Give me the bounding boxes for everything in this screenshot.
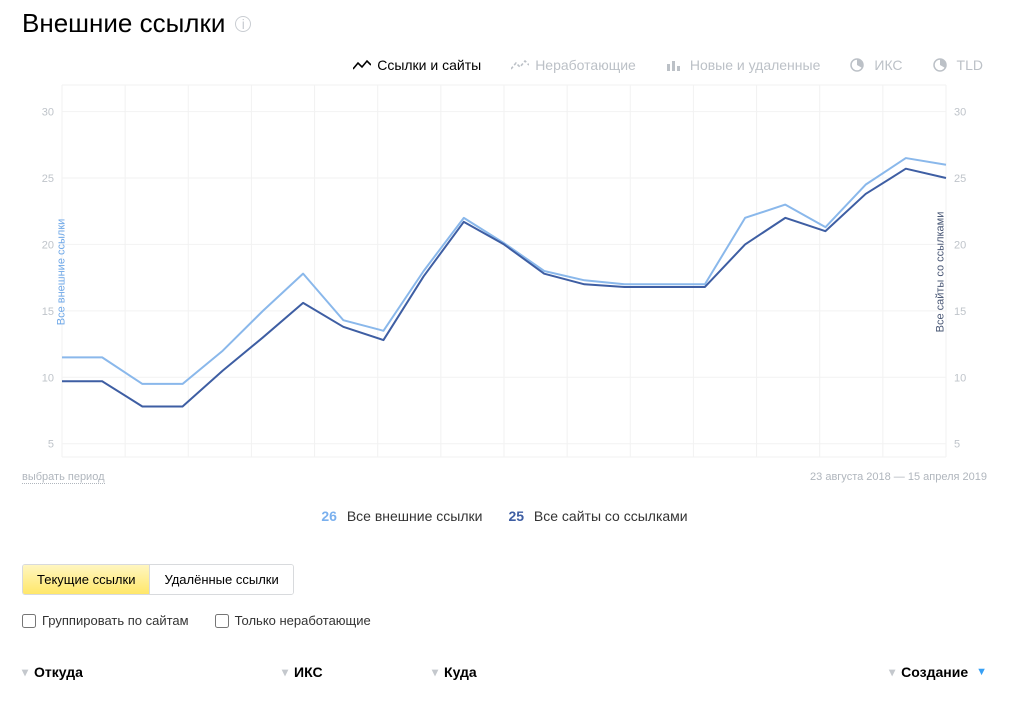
tab-label: ИКС	[874, 57, 902, 73]
page-title: Внешние ссылки	[22, 8, 225, 39]
tab-label: Новые и удаленные	[690, 57, 821, 73]
legend-item-all-links: 26 Все внешние ссылки	[321, 508, 482, 524]
column-iks[interactable]: ▾ ИКС	[282, 664, 432, 680]
checkbox-label: Группировать по сайтам	[42, 613, 189, 628]
y-right-axis-label: Все сайты со ссылками	[935, 212, 947, 333]
filter-icon[interactable]: ▾	[432, 665, 438, 679]
column-label: Куда	[444, 664, 477, 680]
checkbox-group-by-site[interactable]: Группировать по сайтам	[22, 613, 189, 628]
legend-label-sites: Все сайты со ссылками	[534, 508, 688, 524]
chart-tabs: Ссылки и сайты Неработающие Новые и удален…	[22, 57, 987, 73]
svg-text:25: 25	[42, 173, 54, 185]
tab-label: Неработающие	[535, 57, 636, 73]
select-period-link[interactable]: выбрать период	[22, 471, 105, 484]
column-label: Создание	[901, 664, 968, 680]
tab-links-sites[interactable]: Ссылки и сайты	[353, 57, 481, 73]
tab-tld[interactable]: TLD	[933, 57, 983, 73]
legend-label-all-links: Все внешние ссылки	[347, 508, 483, 524]
legend-value-all-links: 26	[321, 508, 337, 524]
sort-desc-icon[interactable]: ▼	[976, 666, 987, 678]
svg-text:15: 15	[954, 306, 966, 318]
legend-item-sites: 25 Все сайты со ссылками	[508, 508, 687, 524]
line-icon	[353, 58, 371, 72]
svg-text:10: 10	[42, 372, 54, 384]
tab-broken[interactable]: Неработающие	[511, 57, 636, 73]
filter-icon[interactable]: ▾	[22, 665, 28, 679]
checkbox-input-only-broken[interactable]	[215, 614, 229, 628]
filter-icon[interactable]: ▾	[282, 665, 288, 679]
pie-icon	[850, 58, 868, 72]
column-to[interactable]: ▾ Куда	[432, 664, 867, 680]
svg-text:30: 30	[42, 107, 54, 119]
line-dash-icon	[511, 58, 529, 72]
chart-legend: 26 Все внешние ссылки 25 Все сайты со сс…	[22, 508, 987, 524]
svg-text:10: 10	[954, 372, 966, 384]
svg-text:5: 5	[954, 439, 960, 451]
filter-icon[interactable]: ▾	[889, 665, 895, 679]
tab-new-deleted[interactable]: Новые и удаленные	[666, 57, 821, 73]
filter-checkboxes: Группировать по сайтам Только неработающи…	[22, 613, 987, 628]
svg-text:20: 20	[954, 239, 966, 251]
svg-text:20: 20	[42, 239, 54, 251]
filter-tab-current[interactable]: Текущие ссылки	[23, 565, 149, 594]
column-label: Откуда	[34, 664, 83, 680]
bars-icon	[666, 58, 684, 72]
checkbox-label: Только неработающие	[235, 613, 371, 628]
column-created[interactable]: ▾ Создание ▼	[867, 664, 987, 680]
table-header: ▾ Откуда ▾ ИКС ▾ Куда ▾ Создание ▼	[22, 664, 987, 680]
svg-text:15: 15	[42, 306, 54, 318]
svg-text:5: 5	[48, 439, 54, 451]
tab-label: TLD	[957, 57, 983, 73]
pie-icon	[933, 58, 951, 72]
links-chart: 5 5 10 10 15 15 20 20 25 25 30 30	[22, 77, 986, 467]
column-from[interactable]: ▾ Откуда	[22, 664, 282, 680]
checkbox-only-broken[interactable]: Только неработающие	[215, 613, 371, 628]
y-left-axis-label: Все внешние ссылки	[55, 219, 67, 326]
column-label: ИКС	[294, 664, 323, 680]
checkbox-input-group-by-site[interactable]	[22, 614, 36, 628]
legend-value-sites: 25	[508, 508, 524, 524]
date-range: 23 августа 2018 — 15 апреля 2019	[810, 471, 987, 484]
tab-iks[interactable]: ИКС	[850, 57, 902, 73]
filter-tab-deleted[interactable]: Удалённые ссылки	[149, 565, 292, 594]
tab-label: Ссылки и сайты	[377, 57, 481, 73]
filter-tabs: Текущие ссылкиУдалённые ссылки	[22, 564, 294, 595]
svg-text:30: 30	[954, 107, 966, 119]
info-icon[interactable]: i	[235, 16, 251, 32]
svg-text:25: 25	[954, 173, 966, 185]
